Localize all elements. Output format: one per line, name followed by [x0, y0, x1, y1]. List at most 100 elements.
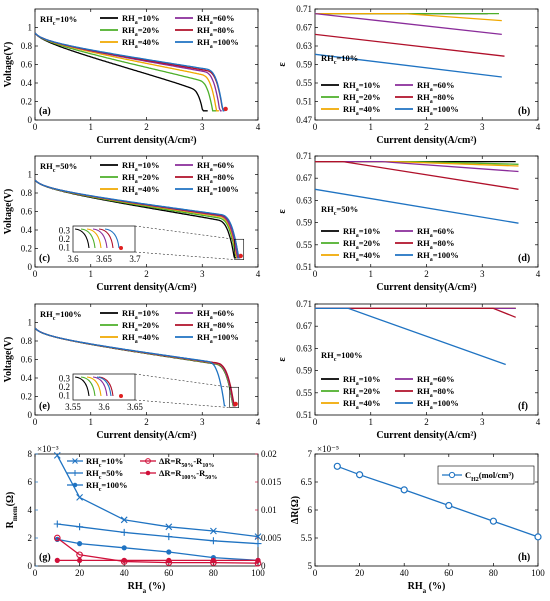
- x-tick-label: 4: [256, 417, 261, 427]
- data-point: [166, 549, 172, 555]
- legend: RHa=10%RHa=20%RHa=40% RHa=60%RHa=80%RHa=1…: [321, 374, 459, 411]
- y-tick-label: 1: [28, 23, 33, 33]
- x-tick-label: 0: [313, 269, 318, 279]
- legend: RHa=10%RHa=20%RHa=40% RHa=60%RHa=80%RHa=1…: [100, 160, 239, 197]
- panel-h: 0 20 40 60 80 100 5 5.5 6 6.5 7 RHa (%) (h) ×10⁻⁵ CH2(…: [301, 444, 546, 595]
- legend-label: RHa=20%: [122, 320, 160, 333]
- legend-label: RHa=20%: [122, 172, 160, 185]
- y-tick-label: 0.71: [296, 299, 312, 309]
- data-point: [400, 486, 408, 494]
- legend-marker: [145, 470, 151, 476]
- y-tick-label: 0.55: [296, 388, 312, 398]
- data-point: [121, 557, 127, 564]
- data-point: [76, 523, 84, 531]
- panel-label: (f): [518, 401, 528, 412]
- legend-label: RHa=10%: [122, 160, 160, 173]
- series-line-rh100: [315, 307, 506, 366]
- annotation-text: RHc=10%: [321, 53, 358, 66]
- data-point: [210, 527, 217, 535]
- data-point: [54, 557, 60, 564]
- legend: CH2(mol/cm³): [437, 465, 535, 485]
- data-point: [166, 557, 172, 564]
- zoom-leader: [134, 399, 230, 408]
- zoom-box: [234, 238, 245, 260]
- legend-label: RHa=40%: [122, 37, 160, 50]
- y-tick-label: 0.71: [296, 151, 312, 161]
- end-marker: [233, 401, 238, 407]
- data-point: [76, 551, 83, 559]
- legend-label: RHc=50%: [86, 468, 123, 481]
- inset-x-tick-label: 3.7: [129, 254, 141, 264]
- inset-curve: [80, 228, 96, 249]
- x-tick-label: 2: [424, 269, 429, 279]
- end-marker: [223, 106, 228, 112]
- legend-marker: [72, 458, 78, 464]
- inset-curve: [104, 228, 120, 249]
- y-right-tick-label: 0.005: [261, 533, 282, 543]
- inset: 0.10.20.3 3.55 3.6 3.65: [59, 373, 239, 412]
- legend: RHc=10%RHc=50%RHc=100% ΔR=R50%-R10%ΔR=R10…: [67, 456, 217, 493]
- x-tick-label: 2: [424, 122, 429, 132]
- x-tick-label: 4: [536, 269, 541, 279]
- zoom-box: [229, 386, 239, 408]
- series-line-rh60: [315, 12, 502, 36]
- x-tick-label: 0: [313, 417, 318, 427]
- exponent-label: ×10⁻³: [37, 444, 59, 454]
- y-tick-label: 0.71: [296, 4, 312, 14]
- x-tick-label: 0: [313, 568, 318, 578]
- data-point: [445, 501, 453, 510]
- y-tick-label: 0.2: [21, 244, 32, 254]
- plot-frame: [34, 453, 259, 567]
- data-point: [77, 541, 83, 547]
- legend-label: RHa=10%: [343, 374, 381, 387]
- x-tick-label: 3: [480, 269, 485, 279]
- legend: RHa=10%RHa=20%RHa=40% RHa=60%RHa=80%RHa=1…: [100, 13, 239, 50]
- legend-label: RHa=40%: [343, 104, 381, 117]
- legend-box: [437, 465, 535, 485]
- data-point: [121, 545, 127, 551]
- y-tick-label: 0.2: [21, 392, 32, 402]
- legend-label: RHa=100%: [197, 37, 239, 50]
- legend-label: RHa=40%: [122, 332, 160, 345]
- inset-end-marker: [119, 246, 123, 250]
- legend-label: RHa=20%: [122, 25, 160, 38]
- x-axis-label: Current density(A/cm²): [376, 430, 476, 441]
- y-tick-label: 0.67: [296, 321, 312, 331]
- series-line-rh80: [315, 33, 505, 57]
- inset-x-tick-label: 3.55: [65, 402, 81, 412]
- y-tick-label: 2: [28, 533, 33, 543]
- legend-marker: [448, 471, 456, 479]
- inset-curve: [86, 228, 102, 249]
- legend-label: RHa=100%: [417, 398, 459, 411]
- legend-label: RHa=80%: [197, 320, 235, 333]
- series-line: [57, 523, 259, 545]
- y-tick-label: 0.51: [296, 97, 312, 107]
- inset-curve: [86, 376, 102, 397]
- y-axis-label: Voltage(V): [3, 189, 14, 235]
- legend-label: RHa=60%: [197, 308, 235, 321]
- legend-label: RHa=20%: [343, 238, 381, 251]
- y-axis-label: ε: [277, 62, 288, 67]
- inset-x-tick-label: 3.65: [96, 254, 112, 264]
- x-tick-label: 80: [489, 568, 499, 578]
- inset-y-tick-label: 0.2: [59, 382, 70, 392]
- data-point: [53, 534, 61, 542]
- data-point: [76, 494, 83, 501]
- legend: RHa=10%RHa=20%RHa=40% RHa=60%RHa=80%RHa=1…: [321, 226, 459, 263]
- inset-curve: [96, 376, 112, 397]
- x-tick-label: 2: [144, 122, 149, 132]
- inset-x-tick-label: 3.6: [98, 402, 110, 412]
- x-tick-label: 100: [531, 568, 545, 578]
- panel-label: (e): [39, 401, 50, 412]
- series-line-rh100: [315, 53, 502, 78]
- series-line-rh40: [315, 12, 502, 22]
- legend-label: RHa=40%: [122, 184, 160, 197]
- x-tick-label: 0: [33, 269, 38, 279]
- data-point: [489, 517, 497, 525]
- series-line-rh100: [35, 327, 226, 407]
- x-tick-label: 20: [355, 568, 365, 578]
- legend-label: RHa=10%: [122, 13, 160, 26]
